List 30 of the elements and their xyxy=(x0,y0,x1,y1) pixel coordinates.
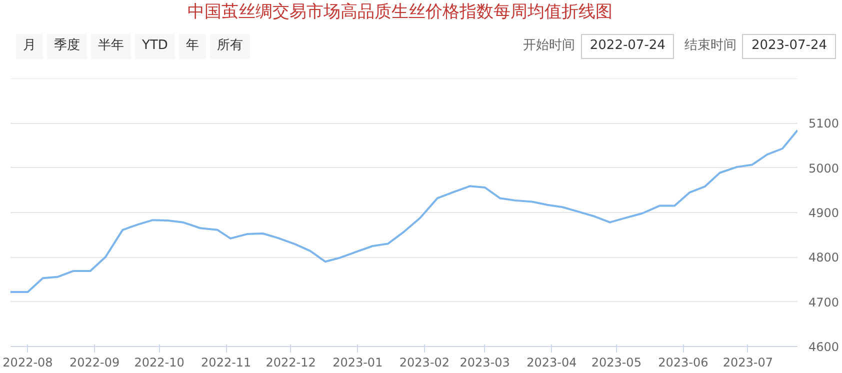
x-tick-label: 2022-11 xyxy=(201,356,252,370)
text: 季度 xyxy=(47,34,87,59)
text: YTD xyxy=(135,34,175,59)
x-tick-label: 2023-06 xyxy=(658,356,708,370)
text: 月 xyxy=(16,34,43,59)
text: 半年 xyxy=(91,34,131,59)
text: 所有 xyxy=(210,34,250,59)
x-tick-label: 2023-04 xyxy=(526,356,577,370)
line-series xyxy=(10,129,798,294)
text: 2022-07-24 xyxy=(580,34,674,59)
x-tick-label: 2022-10 xyxy=(134,356,184,370)
y-tick-label: 4800 xyxy=(808,250,840,265)
x-tick-label: 2022-09 xyxy=(70,356,120,370)
y-tick-label: 4900 xyxy=(808,206,840,220)
text: 开始时间 xyxy=(522,38,575,53)
text: 结束时间 xyxy=(684,38,736,53)
chart-title: 中国茧丝绸交易市场高品质生丝价格指数每周均值折线图 xyxy=(186,1,614,24)
x-tick-label: 2023-01 xyxy=(332,356,383,370)
text: 年 xyxy=(178,34,206,59)
y-tick-label: 5100 xyxy=(808,116,840,131)
x-tick-label: 2023-03 xyxy=(460,356,510,370)
x-tick-label: 2023-05 xyxy=(591,356,642,370)
x-tick-label: 2022-12 xyxy=(266,356,316,370)
x-tick-label: 2022-08 xyxy=(2,356,53,370)
x-tick-label: 2023-07 xyxy=(722,356,773,370)
y-tick-label: 5000 xyxy=(808,161,840,176)
y-tick-label: 4600 xyxy=(808,340,840,354)
text: 2023-07-24 xyxy=(742,34,836,59)
y-tick-label: 4700 xyxy=(808,295,840,310)
x-tick-label: 2023-02 xyxy=(399,356,450,370)
